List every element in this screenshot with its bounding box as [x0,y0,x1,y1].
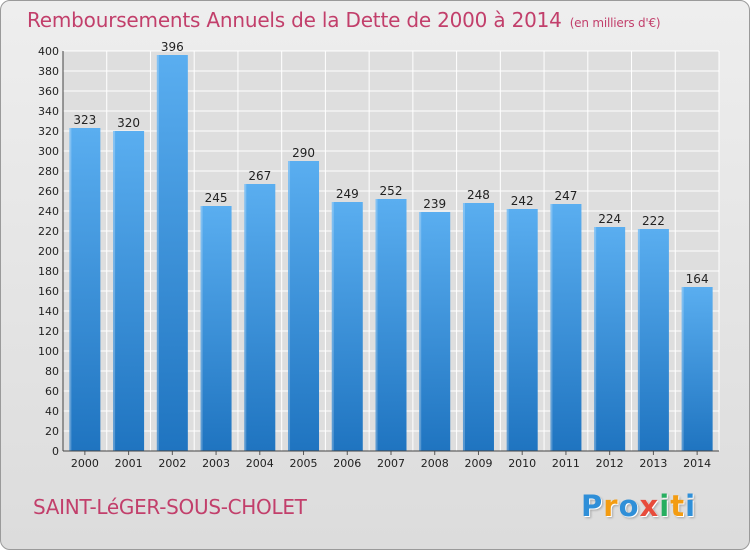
bar-2006 [331,202,363,451]
data-label: 242 [511,194,534,208]
bar-highlight [681,287,684,451]
y-tick-label: 140 [38,305,59,318]
bar-2004 [244,184,276,451]
x-tick-label: 2007 [377,457,405,470]
bar-2003 [200,206,232,451]
y-tick-label: 340 [38,105,59,118]
y-tick-label: 220 [38,225,59,238]
brand-letter: P [581,489,604,523]
brand-letter: x [639,489,660,523]
bar-2014 [681,287,713,451]
bar-highlight [156,55,159,451]
y-tick-label: 360 [38,85,59,98]
y-tick-label: 0 [52,445,59,458]
data-label: 249 [336,187,359,201]
y-tick-label: 100 [38,345,59,358]
data-label: 248 [467,188,490,202]
chart-title-text: Remboursements Annuels de la Dette de 20… [27,8,562,32]
y-tick-label: 160 [38,285,59,298]
bar-2010 [506,209,538,451]
chart-title: Remboursements Annuels de la Dette de 20… [27,8,661,32]
y-tick-label: 180 [38,265,59,278]
bar-highlight [244,184,247,451]
y-tick-label: 120 [38,325,59,338]
y-tick-label: 240 [38,205,59,218]
chart-unit: (en milliers d'€) [569,16,661,30]
y-tick-label: 60 [45,385,59,398]
y-tick-label: 260 [38,185,59,198]
bar-2002 [156,55,188,451]
y-tick-label: 40 [45,405,59,418]
bar-2001 [113,131,145,451]
bar-highlight [550,204,553,451]
data-label: 267 [248,169,271,183]
x-tick-label: 2014 [683,457,711,470]
bar-highlight [69,128,72,451]
y-tick-label: 380 [38,65,59,78]
bar-2000 [69,128,101,451]
bar-highlight [462,203,465,451]
bar-2008 [419,212,451,451]
bar-2005 [288,161,320,451]
bar-highlight [594,227,597,451]
bar-2009 [462,203,494,451]
x-tick-label: 2001 [115,457,143,470]
y-tick-label: 280 [38,165,59,178]
brand-letter: r [603,489,619,523]
brand-letter: o [618,489,640,523]
bar-highlight [419,212,422,451]
x-tick-label: 2002 [158,457,186,470]
brand-letter: i [685,489,697,523]
data-label: 245 [205,191,228,205]
bar-highlight [506,209,509,451]
bar-2007 [375,199,407,451]
data-label: 252 [380,184,403,198]
data-label: 222 [642,214,665,228]
axes: 0 20 40 60 80 100 120 140 160 180 200 220 240 260 280 3… [38,45,719,470]
data-label: 164 [686,272,709,286]
x-tick-label: 2005 [290,457,318,470]
y-tick-label: 400 [38,45,59,58]
y-tick-label: 300 [38,145,59,158]
bar-highlight [113,131,116,451]
x-tick-label: 2010 [508,457,536,470]
x-tick-label: 2011 [552,457,580,470]
data-label: 290 [292,146,315,160]
y-tick-label: 320 [38,125,59,138]
data-label: 320 [117,116,140,130]
x-tick-label: 2000 [71,457,99,470]
bar-highlight [637,229,640,451]
commune-name: SAINT-LéGER-SOUS-CHOLET [33,495,307,519]
y-tick-label: 20 [45,425,59,438]
bar-2013 [637,229,669,451]
bar-highlight [200,206,203,451]
x-tick-label: 2004 [246,457,274,470]
data-label: 239 [423,197,446,211]
x-tick-label: 2006 [333,457,361,470]
bar-highlight [331,202,334,451]
x-tick-label: 2003 [202,457,230,470]
x-tick-label: 2013 [639,457,667,470]
data-label: 224 [598,212,621,226]
bar-highlight [375,199,378,451]
y-tick-label: 200 [38,245,59,258]
bar-2011 [550,204,582,451]
x-tick-label: 2012 [596,457,624,470]
y-tick-label: 80 [45,365,59,378]
bar-highlight [288,161,291,451]
data-label: 247 [554,189,577,203]
data-label: 323 [73,113,96,127]
proxiti-logo[interactable]: Proxiti [581,489,696,523]
brand-letter: i [659,489,671,523]
bars: 323 320 396 245 267 290 249 252 239 248 242 247 224 2… [69,40,713,451]
x-tick-label: 2008 [421,457,449,470]
x-tick-label: 2009 [464,457,492,470]
bar-2012 [594,227,626,451]
data-label: 396 [161,40,184,54]
brand-letter: t [670,489,686,523]
